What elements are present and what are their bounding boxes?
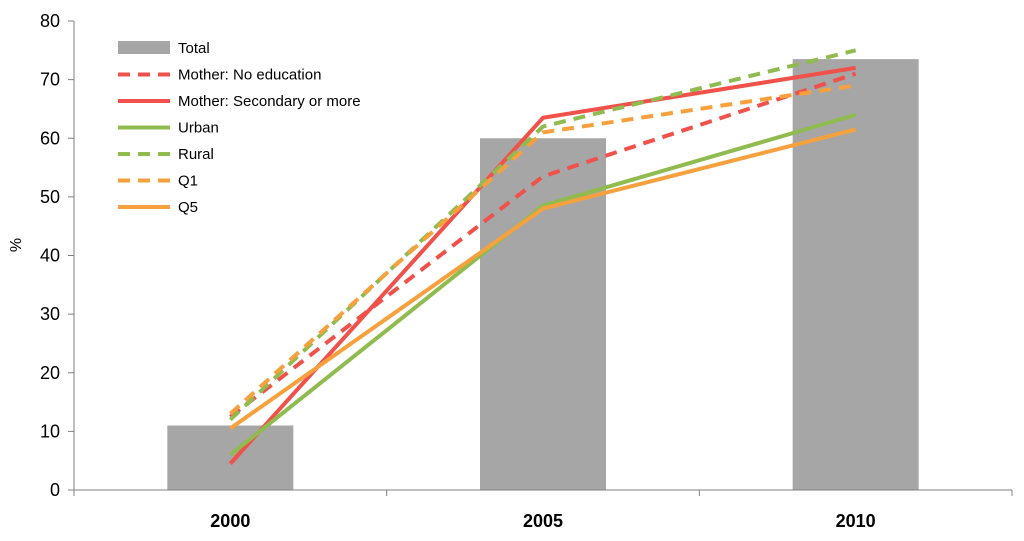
y-tick-label: 60 <box>40 128 60 148</box>
legend-label-mother-no-education: Mother: No education <box>178 67 321 84</box>
y-tick-label: 50 <box>40 187 60 207</box>
y-tick-label: 0 <box>50 480 60 500</box>
legend-label-total: Total <box>178 40 210 57</box>
bar-total-2000 <box>167 425 294 490</box>
y-tick-label: 30 <box>40 304 60 324</box>
x-tick-label-2000: 2000 <box>210 511 250 531</box>
y-tick-label: 20 <box>40 363 60 383</box>
series-line-mother-secondary-or-more <box>228 65 856 465</box>
legend-label-rural: Rural <box>178 146 214 163</box>
legend-label-urban: Urban <box>178 120 219 137</box>
x-tick-label-2005: 2005 <box>523 511 563 531</box>
legend-label-q5: Q5 <box>178 199 198 216</box>
legend-label-q1: Q1 <box>178 173 198 190</box>
y-tick-label: 40 <box>40 246 60 266</box>
y-tick-label: 70 <box>40 70 60 90</box>
legend-swatch-total <box>118 41 170 54</box>
series-line-mother-no-education <box>229 71 857 419</box>
y-axis-title: % <box>8 238 25 252</box>
series-line-rural <box>228 48 857 422</box>
y-tick-label: 10 <box>40 421 60 441</box>
legend-label-mother-secondary-or-more: Mother: Secondary or more <box>178 93 361 110</box>
series-line-q1 <box>228 83 856 416</box>
series-line-urban <box>229 112 857 457</box>
x-tick-label-2010: 2010 <box>836 511 876 531</box>
bar-total-2010 <box>792 59 919 490</box>
series-line-q5 <box>229 127 857 431</box>
y-tick-label: 80 <box>40 11 60 31</box>
